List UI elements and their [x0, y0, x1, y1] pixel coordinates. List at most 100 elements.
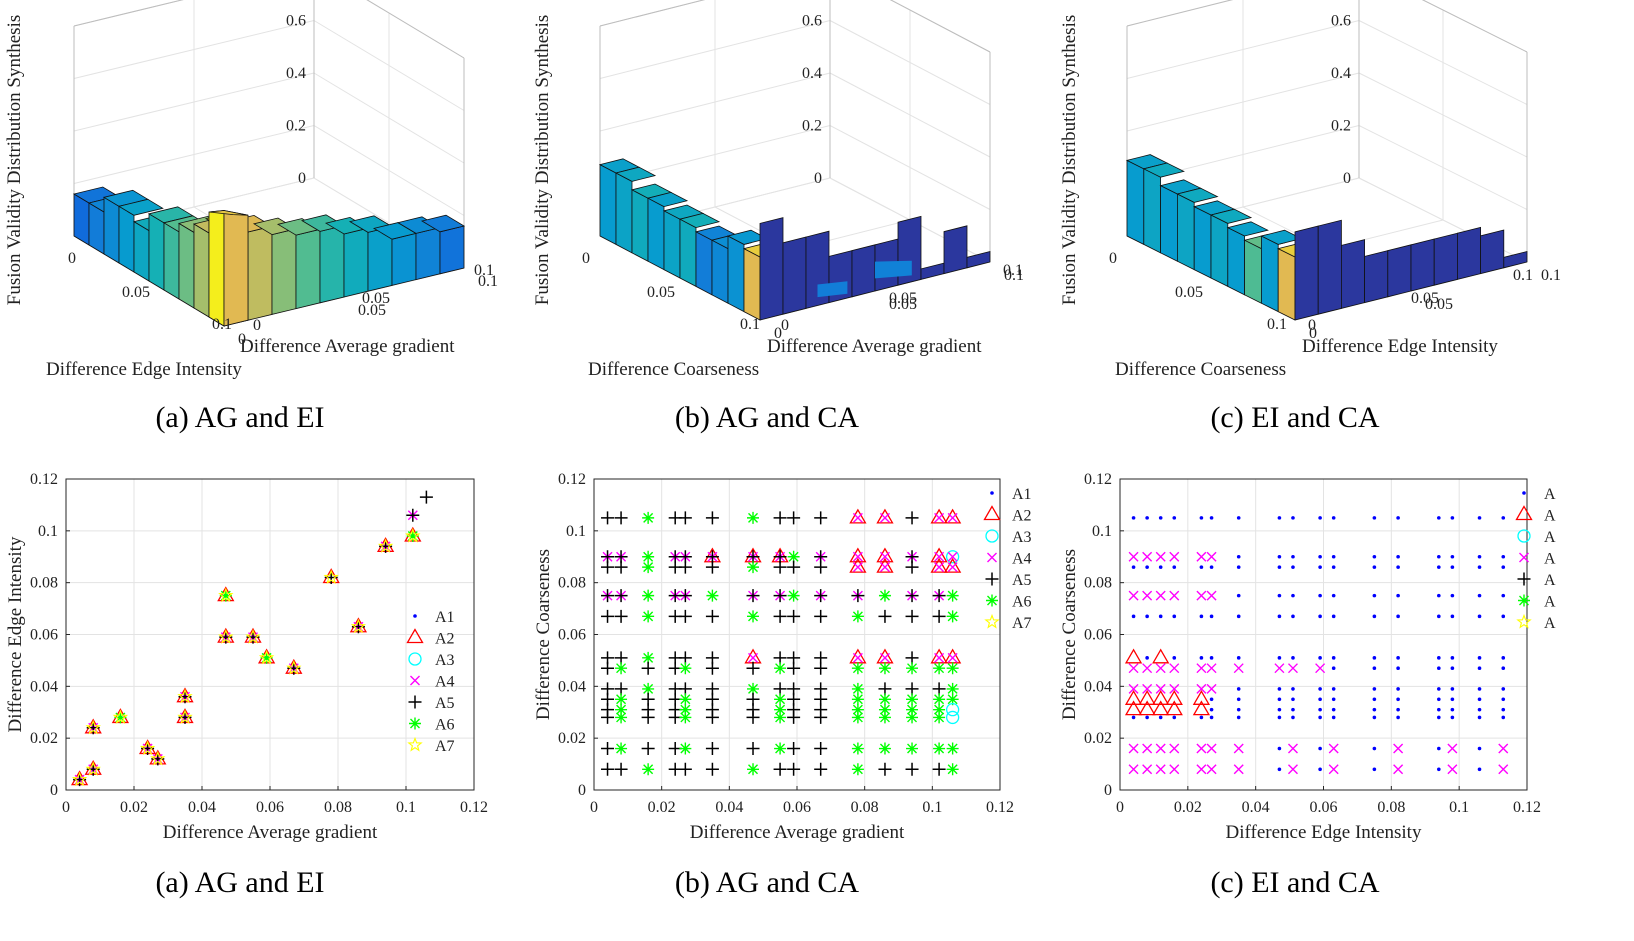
- data-point: [876, 547, 894, 563]
- y-tick-label: 0.02: [30, 730, 58, 747]
- marker-a1: [1372, 715, 1377, 720]
- y-tick-label: 0.08: [1084, 575, 1112, 592]
- data-point: [1393, 743, 1404, 754]
- data-point: [678, 609, 692, 623]
- data-point: [1209, 707, 1214, 712]
- marker-a7: [984, 613, 1000, 629]
- data-point: [1165, 689, 1183, 705]
- marker-a5: [773, 589, 787, 603]
- marker-a1: [1331, 687, 1336, 691]
- marker-a4: [1274, 663, 1285, 674]
- surface-facet: [208, 210, 249, 216]
- marker-a6: [642, 561, 655, 574]
- marker-a1: [1236, 707, 1241, 712]
- marker-a5: [814, 560, 828, 574]
- data-point: [1477, 767, 1482, 772]
- data-point: [1291, 707, 1295, 712]
- data-point: [1396, 554, 1400, 559]
- marker-a1: [1131, 516, 1136, 520]
- data-point: [1318, 614, 1322, 619]
- data-point: [642, 651, 655, 664]
- marker-a6: [679, 711, 692, 724]
- y-tick-label: 0: [578, 782, 586, 799]
- data-point: [930, 557, 948, 573]
- marker-a5: [678, 651, 692, 665]
- marker-a1: [1450, 554, 1455, 559]
- x-tick-label: 0.02: [120, 799, 148, 816]
- marker-a1: [1318, 687, 1322, 691]
- data-point: [1233, 743, 1244, 754]
- marker-a7: [85, 719, 101, 735]
- data-point: [1196, 590, 1207, 601]
- marker-a1: [1450, 565, 1455, 569]
- marker-a6: [642, 511, 655, 524]
- surface-facet: [966, 250, 991, 269]
- data-point: [1437, 746, 1441, 751]
- data-point: [1206, 683, 1217, 694]
- data-point: [1287, 764, 1298, 775]
- data-point: [946, 610, 959, 623]
- marker-a4: [1169, 764, 1180, 775]
- x-tick-label: 0.1: [474, 262, 494, 279]
- z-tick-label: 0.2: [1331, 118, 1351, 135]
- y-axis-label: Difference Coarseness: [533, 549, 554, 720]
- marker-a1: [1199, 715, 1204, 720]
- surface: [598, 158, 991, 321]
- marker-a5: [419, 490, 433, 504]
- marker-a4: [1447, 764, 1458, 775]
- data-point: [642, 610, 655, 623]
- marker-a1: [1291, 614, 1295, 619]
- data-point: [1196, 743, 1207, 754]
- y-tick-label: 0.12: [30, 471, 58, 488]
- data-point: [642, 682, 655, 695]
- x-tick-label: 0.06: [783, 799, 811, 816]
- marker-a1: [1277, 565, 1282, 569]
- marker-a4: [1328, 743, 1339, 754]
- marker-a1: [1236, 516, 1241, 520]
- data-point: [932, 589, 946, 603]
- data-point: [1450, 707, 1455, 712]
- data-point: [946, 693, 959, 706]
- data-point: [774, 693, 787, 706]
- data-point: [1318, 593, 1322, 598]
- surface-facet: [133, 220, 150, 282]
- marker-a7: [71, 771, 88, 787]
- marker-a5: [641, 710, 655, 724]
- marker-a5: [787, 661, 801, 675]
- marker-a5: [773, 762, 787, 776]
- marker-a5: [932, 682, 946, 696]
- data-point: [1477, 554, 1482, 559]
- marker-a1: [1501, 687, 1506, 691]
- data-point: [1128, 743, 1139, 754]
- marker-a4: [1393, 743, 1404, 754]
- y-tick-label: 0.1: [1267, 316, 1287, 333]
- marker-a1: [1318, 593, 1322, 598]
- data-point: [1158, 516, 1163, 520]
- x-tick-label: 0.05: [889, 296, 917, 313]
- marker-a3: [945, 710, 960, 725]
- data-point: [1277, 746, 1282, 751]
- marker-a7: [177, 688, 193, 704]
- marker-a1: [1450, 656, 1455, 660]
- marker-a1: [1396, 593, 1400, 598]
- x-tick-label: 0.05: [362, 290, 390, 307]
- marker-a4: [1169, 663, 1180, 674]
- data-point: [217, 586, 235, 603]
- marker-a5: [601, 742, 615, 756]
- marker-a5: [932, 609, 946, 623]
- data-point: [257, 648, 276, 665]
- marker-a1: [1396, 656, 1400, 660]
- x-tick-label: 0.12: [986, 799, 1014, 816]
- data-point: [773, 589, 787, 603]
- marker-a2: [876, 557, 894, 573]
- marker-a6: [747, 561, 760, 574]
- data-point: [1209, 715, 1214, 720]
- surface: [72, 186, 466, 327]
- panel-b-3d-surface: 00.20.40.60.800.050.100.050.100.050.1Fus…: [532, 0, 1024, 434]
- marker-a4: [1233, 743, 1244, 754]
- marker-a6: [946, 763, 959, 776]
- marker-a5: [878, 609, 892, 623]
- data-point: [1315, 663, 1326, 674]
- y-tick-label: 0.1: [212, 316, 232, 333]
- y-tick-label: 0.08: [558, 575, 586, 592]
